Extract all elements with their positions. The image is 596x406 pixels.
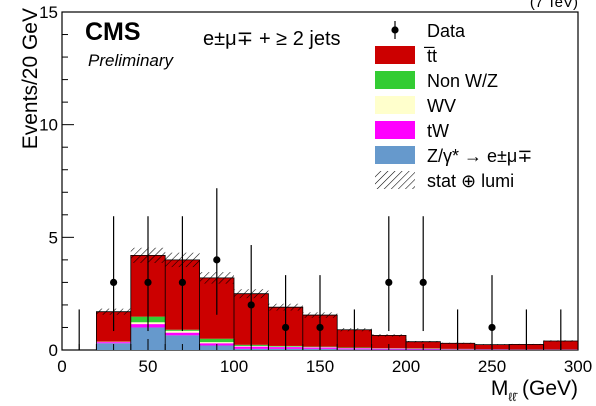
data-point-3: [213, 256, 221, 264]
bar-0-3: [165, 335, 200, 350]
legend-label-1: t̅t: [423, 46, 437, 66]
bar-2-4: [199, 342, 234, 344]
data-point-5: [282, 323, 290, 332]
y-tick-label-2: 10: [39, 116, 58, 135]
x-tick-label-3: 150: [306, 357, 334, 376]
bar-3-4: [199, 338, 234, 343]
y-tick-label-1: 5: [49, 228, 58, 247]
legend-data-marker: [391, 26, 399, 34]
energy-label: (7 TeV): [530, 0, 578, 11]
data-point-7: [385, 278, 393, 286]
data-point-8: [419, 278, 427, 286]
data-point-9: [488, 323, 496, 332]
legend-label-4: tW: [427, 121, 449, 141]
x-axis-title: Mℓℓ̄ (GeV): [491, 377, 578, 404]
data-point-6: [316, 323, 324, 332]
axes: 0 50 100 150 200 250 300 0 5 10 15: [39, 3, 592, 376]
x-tick-label-6: 300: [564, 357, 592, 376]
x-tick-label-0: 0: [57, 357, 66, 376]
legend: Data t̅t Non W/Z WV tW Z/γ* → e±μ∓ stat ⊕ lumi: [375, 21, 532, 191]
channel-label: e±μ∓ + ≥ 2 jets: [203, 28, 341, 50]
legend-label-2: Non W/Z: [427, 71, 498, 91]
bar-1-3: [165, 332, 200, 336]
legend-swatch-2: [375, 71, 415, 89]
status-label: Preliminary: [88, 51, 175, 70]
data-point-0: [110, 278, 118, 286]
band-10: [406, 340, 441, 343]
bar-4-9: [371, 335, 406, 349]
legend-swatch-5: [375, 146, 415, 164]
legend-band-swatch: [375, 171, 415, 189]
legend-swatch-4: [375, 121, 415, 139]
stacked-histogram: [96, 254, 579, 350]
legend-label-3: WV: [427, 96, 456, 116]
data-point-1: [144, 278, 152, 286]
bar-0-2: [130, 327, 166, 350]
y-tick-label-3: 15: [39, 3, 58, 22]
x-tick-label-4: 200: [392, 357, 420, 376]
x-tick-label-1: 50: [139, 357, 158, 376]
x-tick-label-2: 100: [220, 357, 248, 376]
experiment-label: CMS: [85, 18, 141, 46]
legend-label-0: Data: [427, 21, 466, 41]
data-point-2: [178, 278, 186, 286]
bar-1-1: [96, 342, 131, 344]
legend-label-6: stat ⊕ lumi: [427, 171, 514, 191]
legend-label-5: Z/γ* → e±μ∓: [427, 146, 532, 166]
data-points: [78, 188, 562, 350]
y-tick-label-0: 0: [49, 341, 58, 360]
band-9: [371, 334, 406, 337]
y-axis-title: Events/20 GeV: [19, 8, 42, 149]
legend-swatch-1: [375, 46, 415, 64]
x-tick-label-5: 250: [478, 357, 506, 376]
legend-swatch-3: [375, 96, 415, 114]
bar-2-3: [165, 330, 200, 333]
data-point-4: [247, 301, 255, 309]
